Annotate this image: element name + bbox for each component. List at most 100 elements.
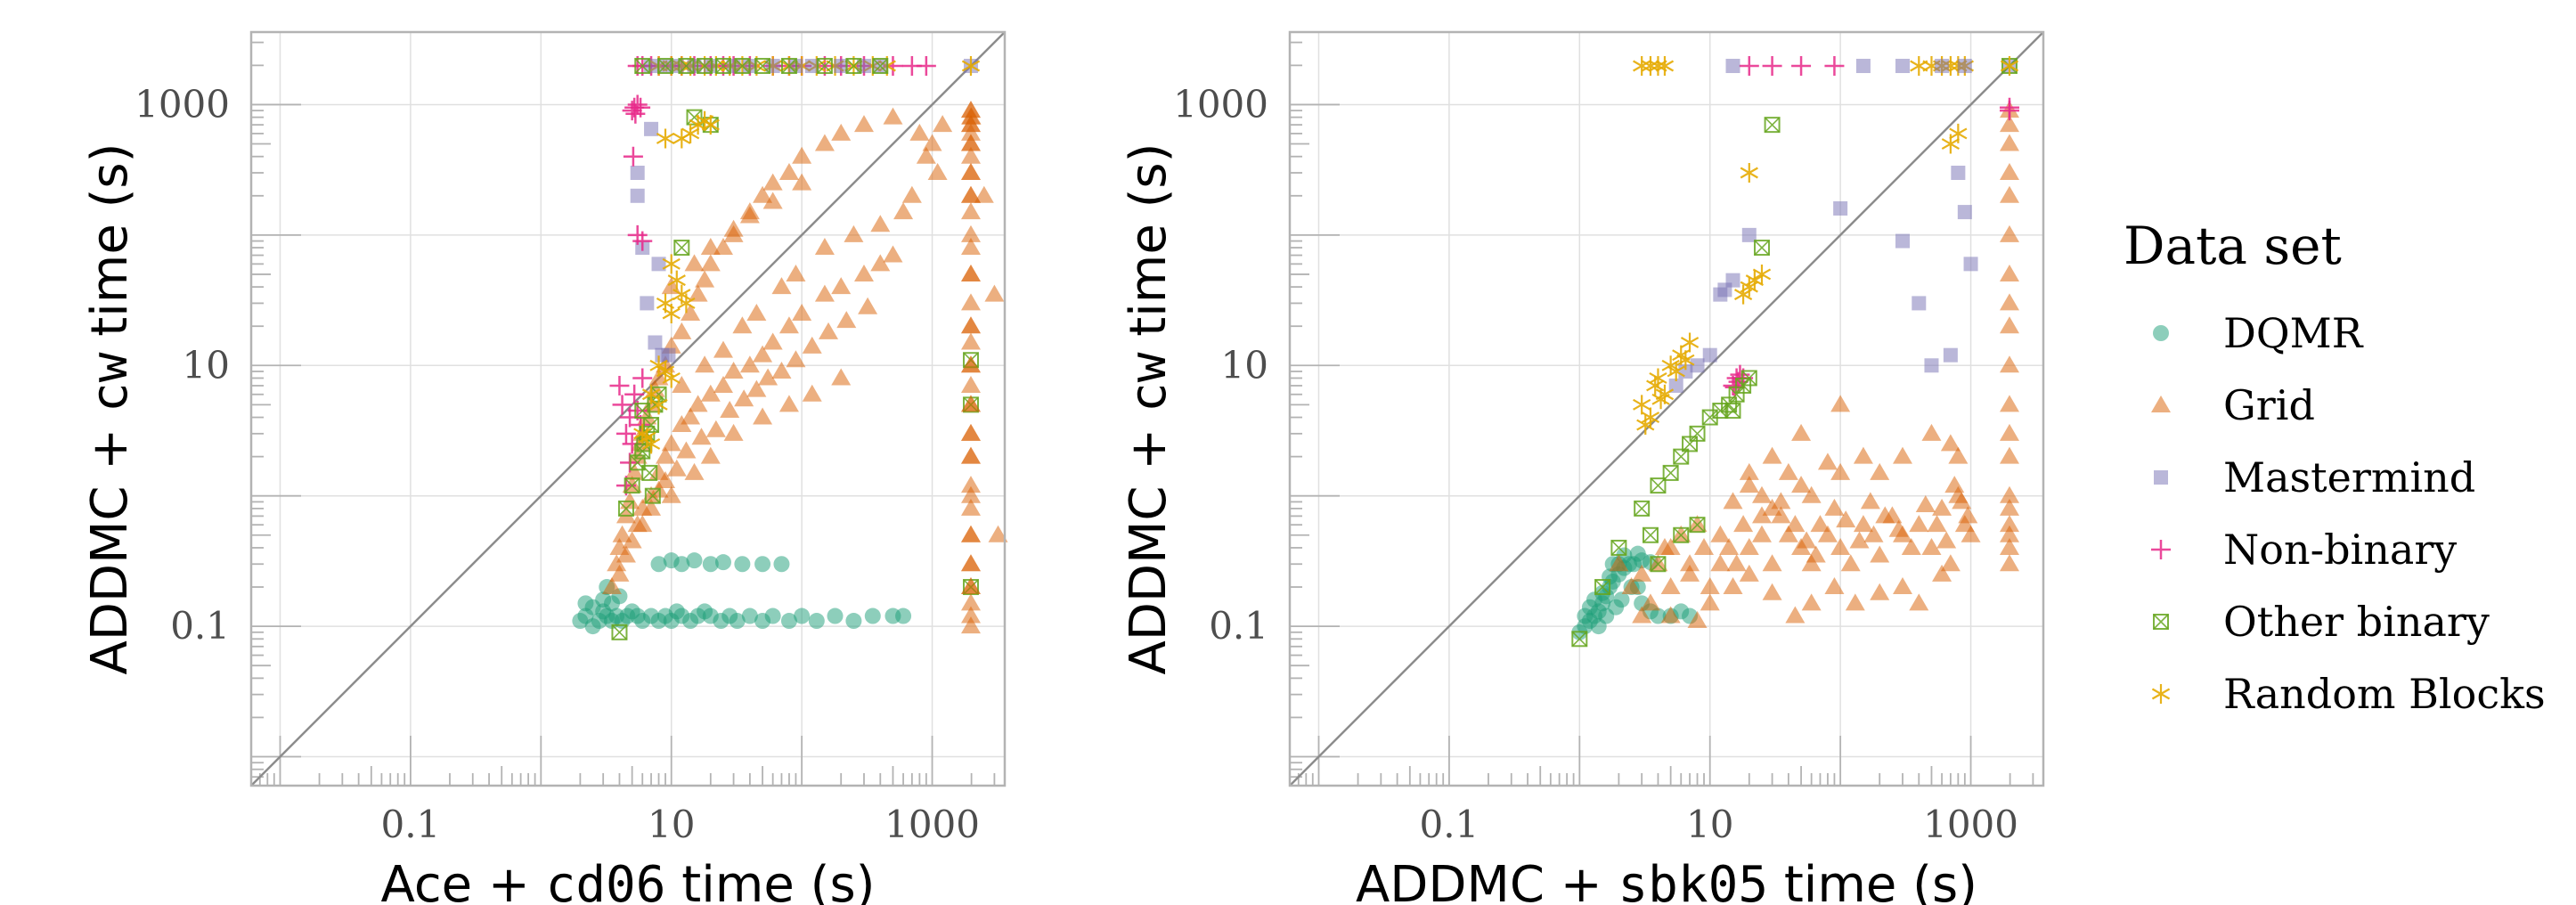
point-grid-point-92 [1952,492,1972,510]
point-grid-point-31 [853,115,874,133]
point-random-blocks-point-19 [641,434,661,454]
point-grid-point-57 [883,245,903,263]
point-dqmr-point-41 [702,556,719,573]
point-grid-point-61 [1845,593,1865,611]
legend-key-other-binary-point-0 [2153,614,2169,630]
point-grid-point-2 [1632,564,1652,582]
point-random-blocks-point-15 [1733,284,1753,305]
point-grid-point-58 [1785,606,1806,624]
point-mastermind-point-5 [1912,296,1927,311]
point-grid-point-110 [1999,525,2019,542]
legend-label: Non-binary [2223,526,2457,574]
data-points [572,56,1008,640]
strip-mastermind-point-1 [1855,59,1871,74]
point-grid-point-25 [1830,537,1851,555]
point-grid-point-41 [1751,485,1772,503]
point-grid-point-109 [1999,515,2019,533]
point-grid-point-102 [1999,316,2019,334]
top-strip-mastermind [1725,59,1972,74]
point-grid-point-62 [1870,583,1890,600]
point-grid-point-128 [960,616,981,634]
y-tick-label: 1000 [135,82,230,126]
point-grid-point-59 [1801,593,1822,611]
point-mastermind-point-11 [1690,358,1705,373]
point-non-binary-point-8 [632,368,653,388]
point-mastermind-point-6 [648,335,663,350]
point-grid-point-0 [601,577,622,595]
series-mastermind [630,59,978,363]
point-random-blocks-point-5 [701,115,720,135]
strip-random-blocks-point-3 [1655,56,1675,77]
point-grid-point-105 [1999,423,2019,441]
point-grid-point-39 [1723,492,1743,510]
point-grid-point-47 [1830,462,1851,480]
point-mastermind-point-1 [630,166,645,181]
point-grid-point-71 [762,192,783,209]
point-grid-point-89 [691,428,712,445]
point-dqmr-point-45 [773,556,790,573]
point-grid-point-96 [786,350,806,368]
point-grid-point-35 [1940,554,1961,572]
point-grid-point-102 [916,146,936,164]
point-grid-point-35 [622,531,642,549]
point-grid-point-45 [700,384,721,402]
legend-item-dqmr: DQMR [2153,309,2364,357]
strip-other-binary-point-8 [816,58,833,75]
point-grid-point-77 [1771,492,1791,510]
point-grid-point-60 [700,446,721,464]
point-grid-point-72 [1762,446,1782,464]
point-mastermind-point-4 [1943,347,1958,363]
point-grid-point-14 [648,368,669,386]
point-grid-point-38 [1961,525,1981,542]
point-non-binary-point-0 [609,375,630,395]
point-grid-point-69 [1710,554,1731,572]
strip-grid-point-19 [960,163,981,181]
point-dqmr-point-26 [741,607,758,624]
point-grid-point-86 [1888,519,1909,537]
y-tick-label: 0.1 [1209,604,1268,648]
strip-other-binary-point-5 [734,58,751,75]
strip-other-binary-point-10 [872,58,889,75]
point-grid-point-91 [1944,476,1965,493]
point-grid-point-77 [746,304,767,322]
point-grid-point-110 [984,284,1005,302]
point-random-blocks-point-16 [1740,163,1758,183]
point-grid-point-104 [927,163,948,181]
point-grid-point-99 [836,311,857,329]
point-random-blocks-point-6 [662,254,681,274]
point-grid-point-16 [1739,537,1759,555]
point-grid-point-89 [1927,515,1947,533]
x-axis-title-part: ADDMC + [1356,856,1618,905]
point-grid-point-56 [1739,564,1759,582]
point-grid-point-103 [1999,355,2019,373]
point-grid-point-74 [1660,537,1681,555]
point-grid-point-1 [1621,577,1642,595]
point-other-binary-point-20 [1650,556,1667,573]
strip-mastermind-point-0 [644,59,659,74]
strip-other-binary-point-6 [754,58,771,75]
x-axis-title-part: time (s) [665,856,875,905]
point-grid-point-117 [960,224,981,242]
x-axis-title-part: Ace + [381,856,546,905]
point-dqmr-point-44 [754,556,771,573]
point-random-blocks-point-13 [1745,270,1764,290]
point-grid-point-46 [713,375,733,393]
point-grid-point-18 [1762,554,1782,572]
point-grid-point-50 [762,332,783,350]
point-grid-point-15 [1733,515,1754,533]
strip-grid-point-11 [960,355,981,373]
point-dqmr-point-50 [577,595,594,612]
point-grid-point-93 [1958,506,1978,524]
point-random-blocks-point-12 [649,355,668,376]
point-grid-point-97 [802,336,822,354]
point-grid-point-52 [1940,434,1961,452]
point-grid-point-75 [1680,564,1700,582]
point-grid-point-4 [1648,554,1668,572]
point-random-blocks-point-18 [1949,123,1968,143]
point-grid-point-61 [723,423,744,441]
point-mastermind-point-1 [1957,205,1972,220]
legend-key-grid-point-0 [2151,395,2171,412]
point-grid-point-63 [1892,577,1912,595]
point-grid-point-34 [1932,498,1952,516]
y-axis-title: ADDMC + cw time (s) [1120,143,1178,675]
